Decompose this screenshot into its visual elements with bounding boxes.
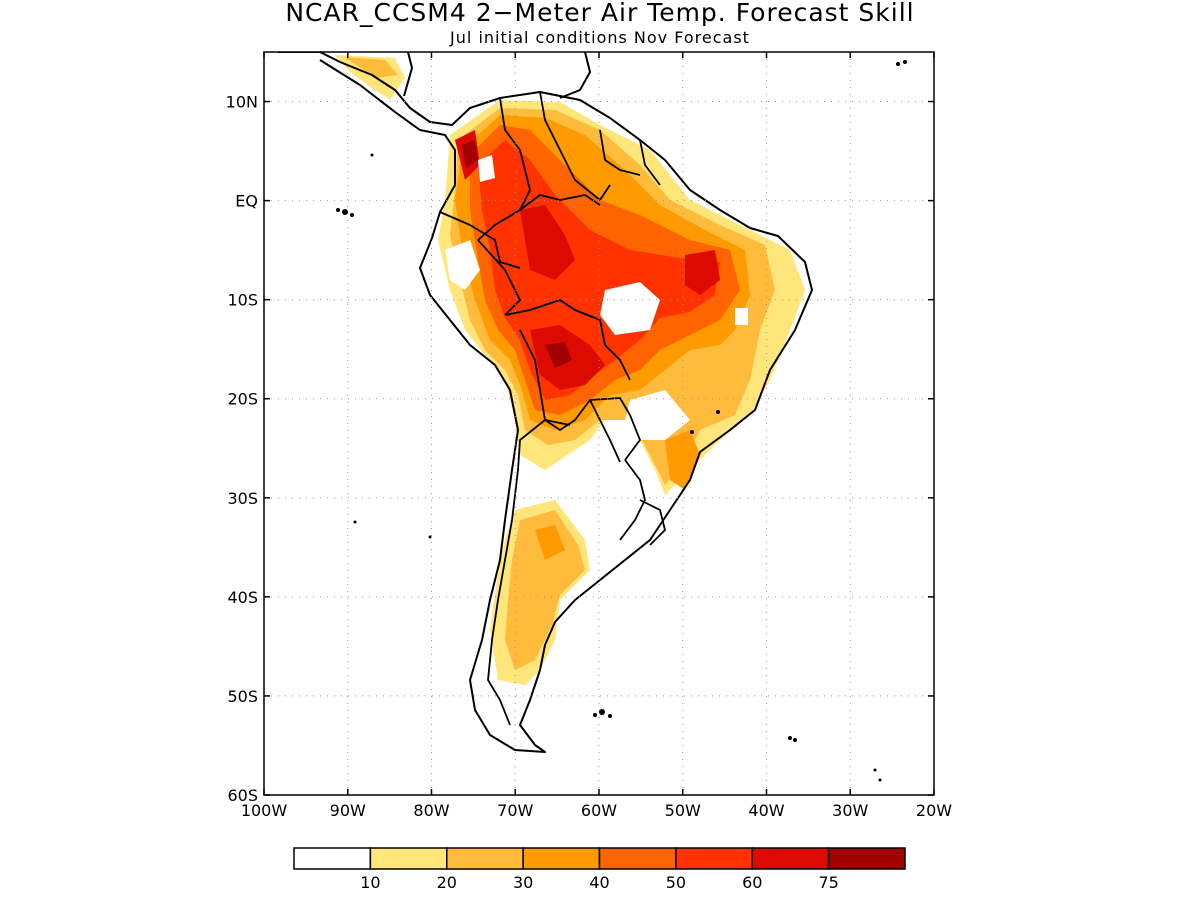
country-borders bbox=[439, 91, 666, 726]
legend-label: 30 bbox=[513, 873, 533, 892]
lon-tick-label: 70W bbox=[497, 801, 533, 820]
color-legend: 10 20 30 40 50 60 75 bbox=[293, 847, 906, 892]
latitude-axis: 10N EQ 10S 20S 30S 40S 50S 60S bbox=[226, 93, 934, 805]
lon-tick-label: 50W bbox=[665, 801, 701, 820]
skill-field bbox=[278, 52, 907, 782]
legend-swatch bbox=[369, 847, 448, 870]
lon-tick-label: 40W bbox=[748, 801, 784, 820]
lat-tick-label: 30S bbox=[227, 489, 258, 508]
legend-swatch bbox=[827, 847, 906, 870]
lat-tick-label: 50S bbox=[227, 687, 258, 706]
lon-tick-label: 60W bbox=[581, 801, 617, 820]
lat-tick-label: 40S bbox=[227, 588, 258, 607]
map-gridlines bbox=[264, 52, 934, 795]
lon-tick-label: 100W bbox=[241, 801, 288, 820]
legend-swatch bbox=[675, 847, 753, 870]
legend-swatch bbox=[293, 847, 372, 870]
legend-label: 75 bbox=[818, 873, 838, 892]
islands bbox=[336, 60, 907, 782]
coastline bbox=[278, 52, 813, 753]
legend-label: 60 bbox=[742, 873, 762, 892]
skill-band-60-75 bbox=[520, 205, 575, 280]
map-subtitle: Jul initial conditions Nov Forecast bbox=[450, 28, 750, 47]
legend-swatch bbox=[446, 847, 524, 870]
legend-swatch bbox=[751, 847, 830, 870]
lat-tick-label: EQ bbox=[235, 192, 258, 211]
lat-tick-label: 20S bbox=[227, 390, 258, 409]
lon-tick-label: 90W bbox=[330, 801, 366, 820]
legend-swatch bbox=[522, 847, 601, 870]
legend-label: 10 bbox=[360, 873, 380, 892]
legend-label: 50 bbox=[666, 873, 686, 892]
lat-tick-label: 10S bbox=[227, 291, 258, 310]
lat-tick-label: 60S bbox=[227, 786, 258, 805]
lon-tick-label: 80W bbox=[413, 801, 449, 820]
map-title: NCAR_CCSM4 2−Meter Air Temp. Forecast Sk… bbox=[285, 0, 915, 27]
low-skill-area bbox=[600, 282, 660, 335]
skill-band-above-75 bbox=[462, 140, 478, 168]
longitude-axis: 100W 90W 80W 70W 60W 50W 40W 30W 20W bbox=[241, 52, 952, 820]
lon-tick-label: 30W bbox=[832, 801, 868, 820]
lon-tick-label: 20W bbox=[916, 801, 952, 820]
legend-label: 40 bbox=[589, 873, 609, 892]
lat-tick-label: 10N bbox=[226, 93, 258, 112]
legend-swatch bbox=[598, 847, 677, 870]
legend-label: 20 bbox=[437, 873, 457, 892]
